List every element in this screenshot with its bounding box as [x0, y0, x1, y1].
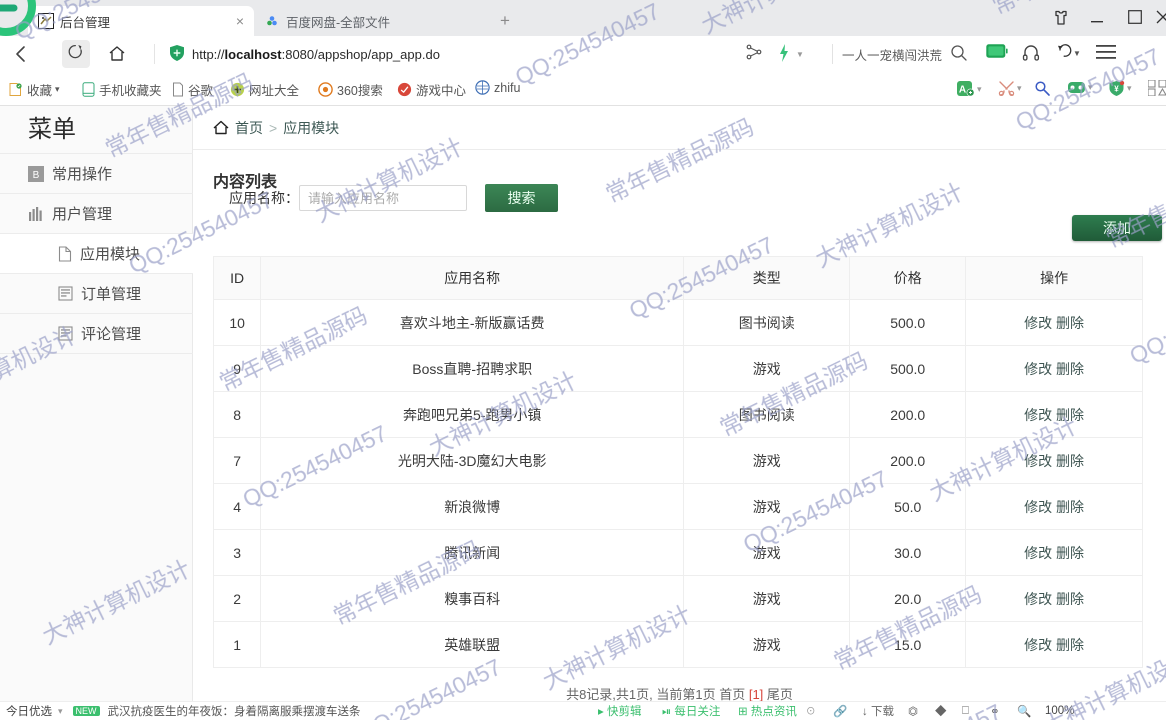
svg-text:A: A	[959, 85, 966, 96]
svg-text:B: B	[33, 170, 40, 181]
svg-text:¥: ¥	[1114, 85, 1119, 94]
